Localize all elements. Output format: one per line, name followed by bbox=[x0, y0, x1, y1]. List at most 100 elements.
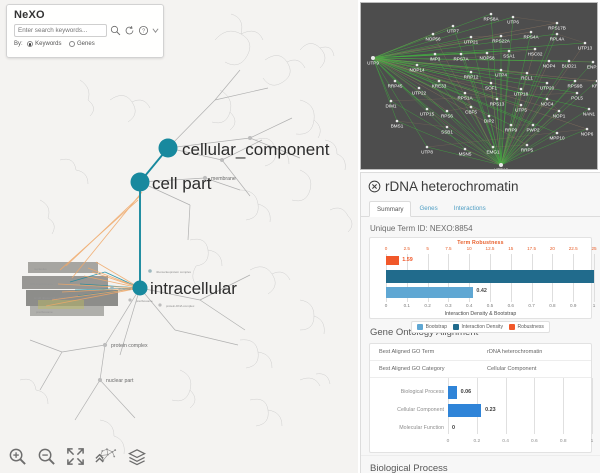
reset-icon[interactable] bbox=[124, 25, 135, 36]
close-circle-icon[interactable] bbox=[368, 180, 381, 193]
gene-node[interactable] bbox=[595, 79, 598, 83]
search-input[interactable] bbox=[14, 24, 107, 37]
gene-interaction-network[interactable]: UTP9 UTP7 RPS8A UTP6 RPS17B NOP56 UTP21 RPS22A R… bbox=[360, 2, 598, 170]
gene-node[interactable] bbox=[469, 105, 473, 109]
gene-node[interactable] bbox=[519, 103, 523, 107]
gene-node[interactable] bbox=[445, 125, 449, 129]
gene-node[interactable] bbox=[417, 86, 421, 90]
svg-text:small ribosomal subunit: small ribosomal subunit bbox=[34, 296, 66, 300]
search-panel[interactable]: NeXO ? By: Keywor bbox=[6, 4, 164, 58]
gene-node[interactable] bbox=[529, 30, 533, 34]
gene-node[interactable] bbox=[489, 12, 493, 16]
tree-node-cellular-component[interactable] bbox=[158, 138, 178, 158]
radio-genes-icon[interactable] bbox=[68, 41, 75, 47]
top-axis-ticks: 0 2.5 5 7.5 10 12.5 15 17.5 20 22.5 25 bbox=[380, 246, 597, 254]
legend-label-robustness: Robustness bbox=[517, 324, 544, 330]
gene-node[interactable] bbox=[485, 51, 489, 55]
gene-node[interactable] bbox=[459, 52, 463, 56]
gene-node[interactable] bbox=[499, 34, 503, 38]
go-bar-row-biological-process: Biological Process 0.06 bbox=[370, 384, 581, 402]
gene-node[interactable] bbox=[451, 24, 455, 28]
ontology-tree-panel[interactable]: nucleolus 90S preribosome small ribosoma… bbox=[0, 0, 358, 473]
gene-node[interactable] bbox=[567, 59, 571, 63]
layers-icon[interactable] bbox=[127, 447, 147, 466]
zoom-out-icon[interactable] bbox=[37, 447, 56, 466]
gene-node[interactable] bbox=[463, 147, 467, 151]
gene-node[interactable] bbox=[555, 131, 559, 135]
chart-plot-area: 1.59 0.42 bbox=[380, 254, 595, 302]
gene-node[interactable] bbox=[445, 109, 449, 113]
robustness-density-chart: Term Robustness 0 2.5 5 7.5 10 12.5 15 17.5 20 22… bbox=[370, 238, 597, 333]
gene-node[interactable] bbox=[585, 127, 589, 131]
gene-node[interactable] bbox=[555, 32, 559, 36]
gene-label: NOP1 bbox=[553, 114, 566, 119]
help-icon[interactable]: ? bbox=[138, 25, 149, 36]
gene-node[interactable] bbox=[499, 163, 503, 167]
gene-node[interactable] bbox=[533, 47, 537, 51]
gene-node[interactable] bbox=[525, 143, 529, 147]
network-edge bbox=[372, 57, 428, 148]
tab-interactions[interactable]: Interactions bbox=[453, 205, 486, 212]
gene-node[interactable] bbox=[591, 60, 595, 64]
gene-node[interactable] bbox=[547, 59, 551, 63]
gene-node[interactable] bbox=[393, 79, 397, 83]
tree-node-cell-part[interactable] bbox=[130, 172, 150, 192]
gene-node[interactable] bbox=[507, 49, 511, 53]
gene-node[interactable] bbox=[499, 68, 503, 72]
gene-node[interactable] bbox=[489, 81, 493, 85]
search-icon[interactable] bbox=[110, 25, 121, 36]
go-tick-3: 0.6 bbox=[531, 439, 538, 444]
gene-node[interactable] bbox=[587, 107, 591, 111]
gene-node[interactable] bbox=[557, 109, 561, 113]
radio-option-genes[interactable]: Genes bbox=[68, 41, 95, 47]
chevron-down-icon[interactable] bbox=[152, 26, 159, 35]
bottom-tick-0: 0 bbox=[384, 303, 388, 308]
tab-genes[interactable]: Genes bbox=[419, 205, 438, 212]
gene-label: SSA1 bbox=[503, 54, 515, 59]
gene-node[interactable] bbox=[395, 119, 399, 123]
network-edge bbox=[500, 92, 578, 166]
ontology-tree-canvas[interactable]: nucleolus 90S preribosome small ribosoma… bbox=[0, 0, 358, 473]
gene-node[interactable] bbox=[519, 87, 523, 91]
gene-node[interactable] bbox=[425, 145, 429, 149]
zoom-in-icon[interactable] bbox=[8, 447, 27, 466]
gene-node[interactable] bbox=[583, 41, 587, 45]
fit-screen-icon[interactable] bbox=[66, 447, 85, 466]
gene-node[interactable] bbox=[545, 81, 549, 85]
gene-node[interactable] bbox=[425, 107, 429, 111]
gene-node[interactable] bbox=[525, 71, 529, 75]
gene-network-canvas[interactable]: UTP9 UTP7 RPS8A UTP6 RPS17B NOP56 UTP21 RPS22A R… bbox=[361, 3, 598, 170]
tab-summary[interactable]: Summary bbox=[369, 201, 412, 217]
gene-node[interactable] bbox=[511, 15, 515, 19]
network-edge bbox=[488, 115, 502, 166]
gene-node[interactable] bbox=[433, 52, 437, 56]
gene-label: DIM1 bbox=[386, 104, 397, 109]
collapse-network-icon[interactable] bbox=[95, 447, 117, 466]
gene-node[interactable] bbox=[575, 91, 579, 95]
radio-option-keywords[interactable]: Keywords bbox=[26, 41, 62, 47]
tree-node-intracellular[interactable] bbox=[132, 280, 148, 296]
gene-node[interactable] bbox=[487, 114, 491, 118]
gene-node[interactable] bbox=[437, 79, 441, 83]
gene-label: RPS4A bbox=[523, 35, 539, 40]
gene-node[interactable] bbox=[371, 56, 375, 60]
radio-keywords-icon[interactable] bbox=[26, 41, 33, 47]
gene-node[interactable] bbox=[545, 97, 549, 101]
gene-node[interactable] bbox=[491, 145, 495, 149]
gene-label: IMP3 bbox=[430, 57, 441, 62]
gene-node[interactable] bbox=[469, 35, 473, 39]
top-tick-9: 22.5 bbox=[568, 246, 578, 251]
gene-node[interactable] bbox=[531, 123, 535, 127]
gene-label: SOF1 bbox=[485, 86, 497, 91]
term-info-panel[interactable]: rDNA heterochromatin Summary Genes Inter… bbox=[360, 172, 600, 473]
gene-node[interactable] bbox=[431, 32, 435, 36]
gene-node[interactable] bbox=[463, 91, 467, 95]
gene-node[interactable] bbox=[495, 97, 499, 101]
gene-node[interactable] bbox=[555, 21, 559, 25]
gene-node[interactable] bbox=[573, 79, 577, 83]
gene-node[interactable] bbox=[469, 70, 473, 74]
radio-genes-label: Genes bbox=[77, 41, 95, 47]
gene-node[interactable] bbox=[389, 99, 393, 103]
gene-node[interactable] bbox=[415, 63, 419, 67]
gene-node[interactable] bbox=[509, 123, 513, 127]
